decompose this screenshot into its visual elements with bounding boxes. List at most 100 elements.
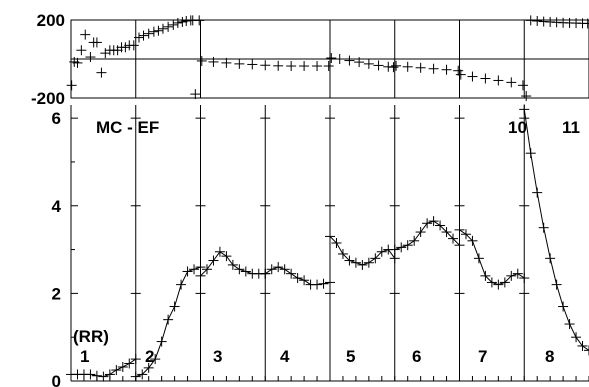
top-point-s6-3 <box>493 75 504 86</box>
bottom-point-s1-4 <box>91 370 102 381</box>
bottom-point-s3-6 <box>234 264 245 275</box>
segment-number-5: 5 <box>346 347 355 366</box>
top-point-s1-9 <box>100 48 111 59</box>
segment-number-2: 2 <box>145 347 154 366</box>
top-point-s1-2 <box>72 57 83 68</box>
top-point-s5-1 <box>402 61 413 72</box>
bottom-point-s5-7 <box>370 253 381 264</box>
bottom-point-s5-2 <box>337 248 348 259</box>
bottom-point-s7-5 <box>486 277 497 288</box>
top-point-s3-8 <box>299 61 310 72</box>
top-y-tick-label-0: -200 <box>31 89 65 108</box>
top-point-s6-2 <box>480 73 491 84</box>
bottom-point-s7-8 <box>506 270 517 281</box>
bottom-point-s2-7 <box>176 279 187 290</box>
top-point-s4-7 <box>388 62 399 73</box>
bottom-point-s8-1 <box>525 148 536 159</box>
bottom-point-s3-0 <box>195 270 206 281</box>
bottom-point-s8-6 <box>558 301 569 312</box>
top-point-s5-4 <box>441 64 452 75</box>
bottom-y-tick-label-1: 2 <box>52 284 61 303</box>
bottom-point-s3-5 <box>227 259 238 270</box>
top-point-s2-13 <box>190 89 201 100</box>
bottom-point-s8-7 <box>564 319 575 330</box>
top-point-s2-0 <box>133 32 144 43</box>
top-point-s3-4 <box>247 59 258 70</box>
bottom-point-s8-5 <box>551 279 562 290</box>
bottom-point-s4-9 <box>318 278 329 289</box>
bottom-point-s6-10 <box>454 240 465 251</box>
bottom-point-s6-7 <box>435 220 446 231</box>
bottom-point-s5-1 <box>331 238 342 248</box>
top-point-s5-2 <box>415 62 426 73</box>
top-point-s2-14 <box>194 15 205 26</box>
bottom-point-s8-3 <box>538 222 549 233</box>
top-right-number-11: 11 <box>562 118 580 137</box>
top-point-s3-3 <box>234 58 245 69</box>
top-point-s7-1 <box>525 15 536 26</box>
bottom-point-s4-6 <box>299 275 310 286</box>
bottom-series-line-7 <box>459 229 525 286</box>
top-point-s6-0 <box>455 69 466 80</box>
segment-number-8: 8 <box>545 347 554 366</box>
top-point-s2-3 <box>148 26 159 37</box>
top-point-s1-5 <box>85 52 96 63</box>
top-point-s5-3 <box>428 63 439 74</box>
top-point-s7-2 <box>532 15 543 26</box>
top-point-s4-1 <box>334 54 345 64</box>
top-point-s3-1 <box>208 56 219 67</box>
bottom-point-s2-10 <box>195 262 206 273</box>
bottom-point-s2-1 <box>137 369 148 380</box>
bottom-point-s7-3 <box>473 253 484 264</box>
segment-number-1: 1 <box>80 347 89 366</box>
top-point-s3-2 <box>221 57 232 68</box>
bottom-point-s6-6 <box>428 216 439 227</box>
bottom-point-s6-3 <box>409 235 420 246</box>
segment-number-6: 6 <box>412 347 421 366</box>
top-point-s1-0 <box>66 80 77 91</box>
top-point-s7-10 <box>582 18 589 29</box>
top-point-s2-10 <box>181 15 192 26</box>
bottom-point-s6-1 <box>396 242 407 253</box>
bottom-point-s7-10 <box>519 273 530 284</box>
bottom-y-tick-label-3: 6 <box>52 109 61 128</box>
bottom-point-s6-2 <box>402 240 413 251</box>
top-point-s6-4 <box>506 77 517 88</box>
top-point-s3-9 <box>312 61 323 72</box>
top-point-s5-5 <box>453 65 464 76</box>
bottom-point-s8-4 <box>545 253 556 264</box>
bottom-point-s1-5 <box>98 371 109 382</box>
top-point-s4-4 <box>363 58 374 69</box>
top-point-s1-16 <box>128 40 139 51</box>
top-point-s2-5 <box>157 23 168 34</box>
method-label: MC - EF <box>96 118 159 137</box>
top-point-s1-3 <box>76 45 87 56</box>
top-point-s1-14 <box>120 42 131 53</box>
bottom-point-s5-4 <box>350 257 361 268</box>
bottom-point-s3-4 <box>221 251 232 262</box>
bottom-point-s4-3 <box>279 264 290 275</box>
top-point-s4-0 <box>326 53 337 64</box>
bottom-point-s4-4 <box>286 268 297 279</box>
top-point-s4-5 <box>373 60 384 71</box>
top-point-s3-0 <box>196 55 207 66</box>
top-point-s2-9 <box>177 16 188 27</box>
bottom-point-s2-0 <box>130 371 141 382</box>
bottom-point-s2-6 <box>169 301 180 312</box>
bottom-point-s7-0 <box>454 224 465 235</box>
top-point-s3-7 <box>286 61 297 72</box>
top-right-number-10: 10 <box>508 118 527 137</box>
bottom-point-s5-8 <box>376 246 387 257</box>
bottom-point-s5-5 <box>357 259 368 270</box>
top-point-s1-4 <box>80 29 91 40</box>
bottom-panel: 0 2 4 6 <box>52 104 589 387</box>
bottom-point-s1-8 <box>117 361 128 372</box>
bottom-point-s5-0 <box>325 231 335 242</box>
bottom-point-s7-7 <box>499 277 510 288</box>
bottom-point-s2-4 <box>156 336 167 347</box>
bottom-point-s4-10 <box>325 277 335 288</box>
top-point-s4-3 <box>354 57 365 68</box>
bottom-point-s3-7 <box>240 266 251 277</box>
bottom-point-s7-4 <box>480 270 491 281</box>
